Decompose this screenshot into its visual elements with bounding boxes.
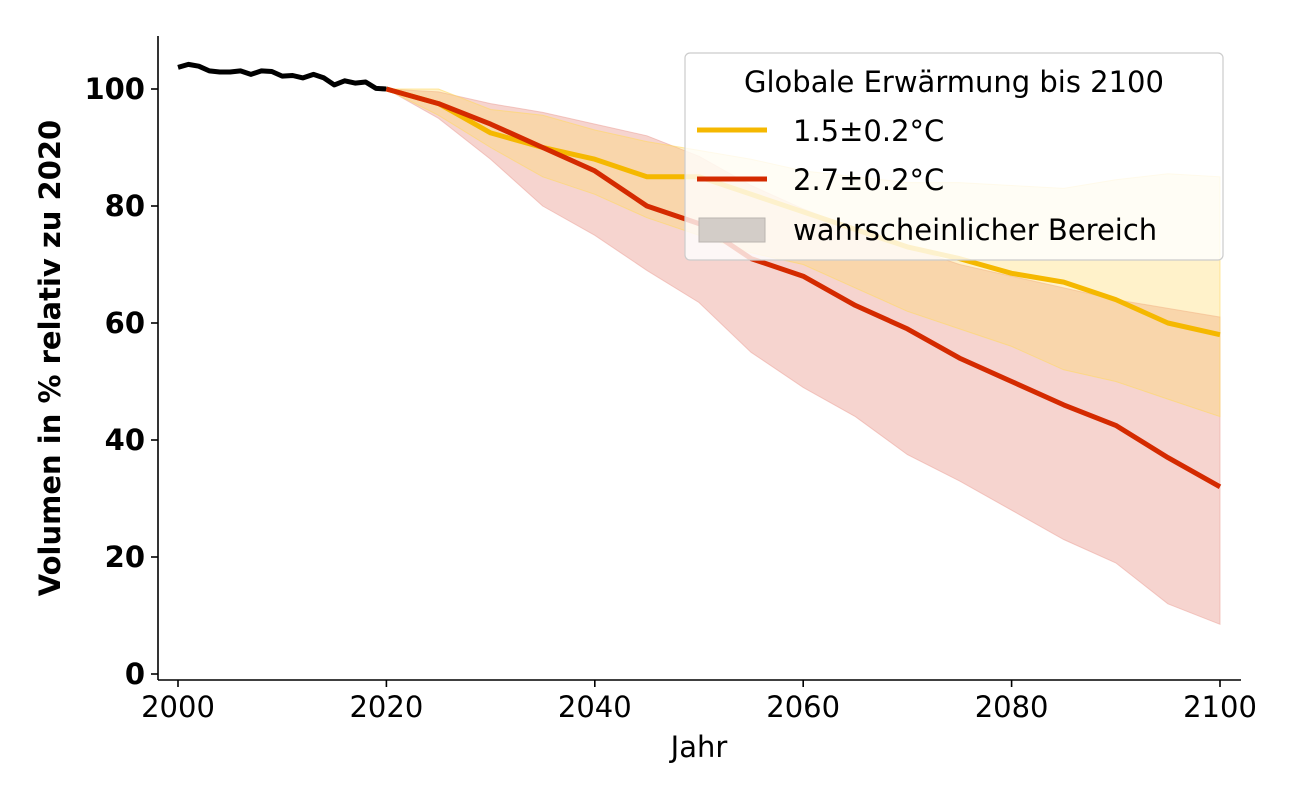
- legend-label-range: wahrscheinlicher Bereich: [793, 213, 1157, 247]
- x-axis-ticks: 2000 2020 2040 2060 2080 2100: [141, 680, 1257, 724]
- y-tick-label: 20: [105, 540, 145, 574]
- y-axis-ticks: 0 20 40 60 80 100: [84, 72, 158, 691]
- x-tick-label: 2060: [766, 690, 840, 724]
- x-tick-label: 2080: [975, 690, 1049, 724]
- y-tick-label: 100: [84, 72, 145, 106]
- x-tick-label: 2100: [1183, 690, 1257, 724]
- x-axis-title: Jahr: [669, 730, 728, 764]
- legend-label-1-5: 1.5±0.2°C: [793, 114, 944, 148]
- legend-swatch-range: [698, 217, 766, 243]
- y-axis-title: Volumen in % relativ zu 2020: [33, 120, 67, 596]
- x-tick-label: 2040: [558, 690, 632, 724]
- legend-title: Globale Erwärmung bis 2100: [744, 65, 1164, 99]
- y-tick-label: 80: [105, 189, 145, 223]
- line-2-7: [385, 86, 1222, 489]
- x-tick-label: 2000: [141, 690, 215, 724]
- legend-label-2-7: 2.7±0.2°C: [793, 163, 944, 197]
- line-historical: [177, 61, 387, 92]
- x-tick-label: 2020: [349, 690, 423, 724]
- y-tick-label: 0: [125, 657, 145, 691]
- y-tick-label: 60: [105, 306, 145, 340]
- legend-box: [684, 52, 1224, 261]
- y-tick-label: 40: [105, 423, 145, 457]
- legend: Globale Erwärmung bis 2100 1.5±0.2°C 2.7…: [684, 52, 1224, 261]
